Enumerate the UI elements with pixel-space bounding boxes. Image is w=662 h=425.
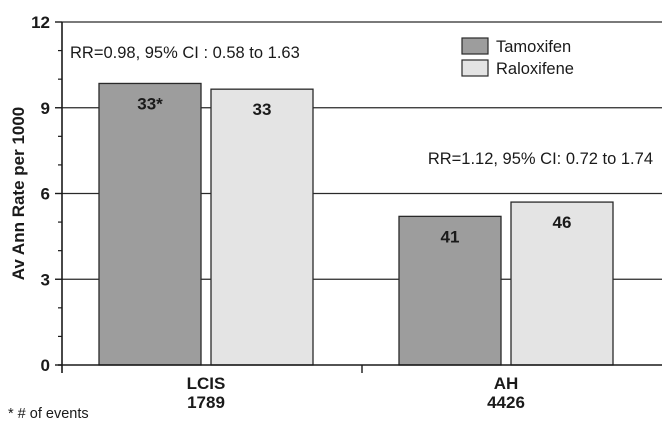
category-sublabel: 1789	[187, 393, 225, 412]
legend-swatch-raloxifene	[461, 59, 489, 77]
bar-data-label: 33*	[137, 94, 163, 113]
bar-tamoxifen-ah	[398, 215, 502, 366]
bars	[98, 82, 614, 366]
y-tick-label: 6	[41, 185, 50, 204]
category-sublabel: 4426	[487, 393, 525, 412]
y-axis-label: Av Ann Rate per 1000	[9, 107, 28, 281]
rr-annotation: RR=1.12, 95% CI: 0.72 to 1.74	[428, 150, 653, 168]
legend-label: Raloxifene	[496, 60, 574, 78]
bar-data-label: 46	[553, 213, 572, 232]
category-label: LCIS	[187, 374, 226, 393]
y-tick-label: 0	[41, 356, 50, 375]
legend-label: Tamoxifen	[496, 38, 571, 56]
rr-annotation: RR=0.98, 95% CI : 0.58 to 1.63	[70, 44, 300, 62]
legend: Tamoxifen Raloxifene	[461, 37, 574, 78]
legend-swatch-tamoxifen	[461, 37, 489, 55]
y-tick-label: 12	[31, 13, 50, 32]
y-tick-label: 3	[41, 270, 50, 289]
y-tick-label: 9	[41, 99, 50, 118]
axes	[55, 21, 662, 373]
bar-raloxifene-lcis	[210, 88, 314, 366]
category-label: AH	[494, 374, 519, 393]
bar-data-label: 33	[253, 100, 272, 119]
footnote: * # of events	[8, 406, 89, 422]
bar-tamoxifen-lcis	[98, 82, 202, 366]
bar-data-label: 41	[441, 227, 460, 246]
